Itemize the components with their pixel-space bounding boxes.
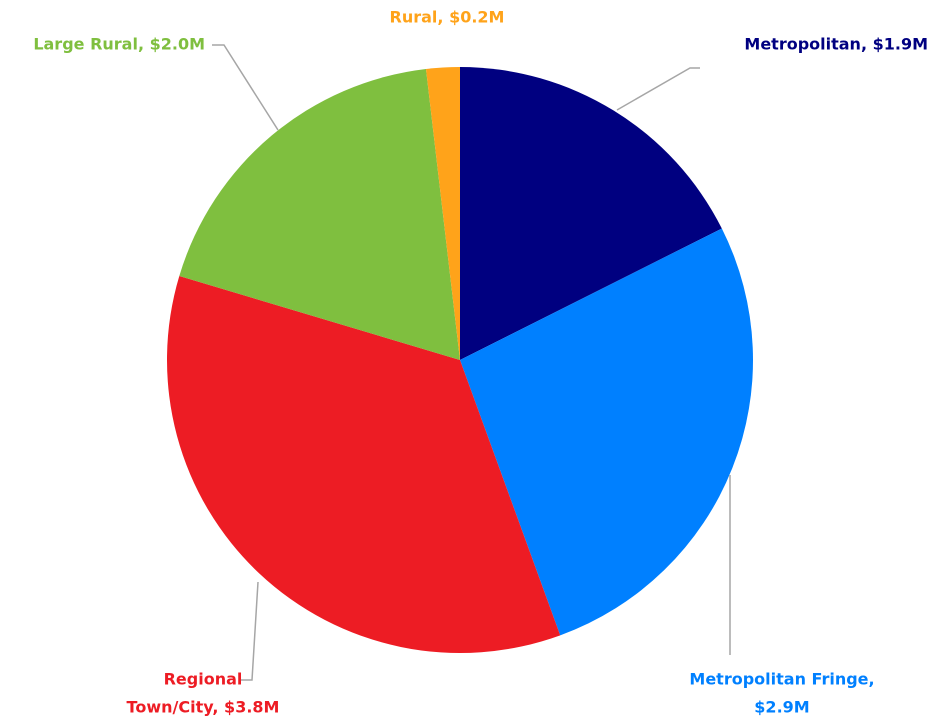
data-label: Rural, $0.2M bbox=[390, 8, 505, 27]
pie-slice bbox=[460, 67, 722, 360]
leader-line bbox=[212, 44, 279, 131]
data-label: Metropolitan, $1.9M bbox=[744, 35, 928, 54]
leader-line bbox=[616, 67, 700, 111]
pie-slice bbox=[425, 67, 460, 360]
pie-slice bbox=[166, 275, 561, 654]
data-label: Large Rural, $2.0M bbox=[33, 35, 205, 54]
data-label: $2.9M bbox=[754, 698, 809, 717]
data-label: Metropolitan Fringe, bbox=[689, 670, 874, 689]
data-label: Town/City, $3.8M bbox=[127, 698, 280, 717]
leader-line bbox=[240, 581, 259, 681]
pie-slice bbox=[460, 228, 753, 636]
data-label: Regional bbox=[164, 670, 243, 689]
pie-slice bbox=[179, 68, 460, 360]
